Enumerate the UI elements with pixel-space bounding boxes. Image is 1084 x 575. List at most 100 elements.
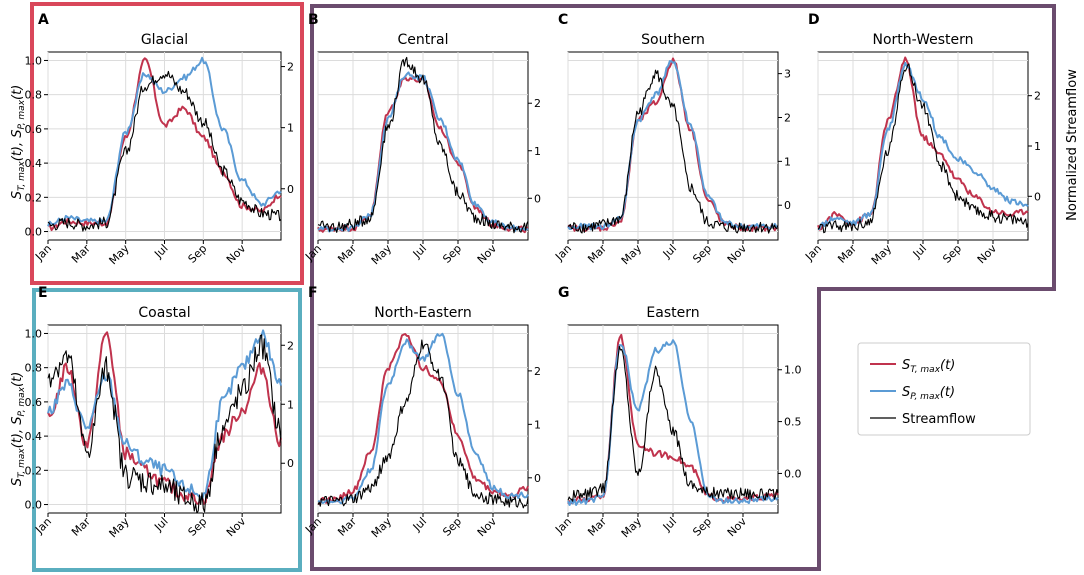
x-tick-label: Nov [224,242,249,267]
panel-e: Jan Mar May Jul Sep Nov0.00.20.40.60.81.0012C… [25,285,295,540]
y-tick-label-right: 0 [534,192,541,205]
series-line-streamflow [567,69,779,234]
series-line-sp [817,62,1029,231]
panel-letter: B [308,12,319,28]
series-line-st [317,333,529,505]
legend-label-sp: SP, max(t) [902,385,955,402]
x-tick-label: Sep [690,242,714,266]
legend-label-st: ST, max(t) [902,358,955,375]
x-tick-label: Nov [725,515,750,540]
x-tick-label: Sep [690,515,714,539]
panel-letter: D [808,12,820,28]
y-tick-label-right: 2 [287,61,294,74]
y-tick-label-right: 1 [534,418,541,431]
x-tick-label: Nov [725,242,750,267]
series-line-streamflow [47,334,282,514]
panel-title: Eastern [646,305,699,321]
y-tick-label-left: 0.2 [25,191,43,204]
x-tick-label: Jan [302,515,324,537]
x-tick-label: Mar [585,515,609,539]
panel-title: Central [398,32,449,48]
x-tick-label: Jul [410,515,429,534]
legend-label-streamflow: Streamflow [902,412,976,427]
x-tick-label: May [369,242,395,268]
panel-title: Southern [641,32,705,48]
y-tick-label-right: 0 [534,472,541,485]
left-axis-label-bottom: ST, max(t), SP, max(t) [10,372,27,487]
panel-letter: G [558,285,570,301]
y-tick-label-left: 0.4 [25,430,43,443]
series-line-streamflow [567,345,779,502]
y-tick-label-right: 2 [534,365,541,378]
coastal-frame [32,288,302,572]
y-tick-label-right: 0 [784,199,791,212]
y-tick-label-left: 1.0 [25,54,43,67]
y-tick-label-left: 0.2 [25,464,43,477]
x-tick-label: May [619,515,645,541]
panel-g: Jan Mar May Jul Sep Nov 0.0 0.5 1.0 Eastern G [552,285,801,540]
right-axis-label: Normalized Streamflow [1065,69,1080,221]
legend: ST, max(t) SP, max(t) Streamflow [857,342,1031,436]
series-line-st [47,331,282,505]
x-tick-label: Nov [975,242,1000,267]
series-line-sp [317,332,529,505]
series-line-sp [567,339,779,506]
y-tick-label-left: 0.0 [25,226,43,239]
x-tick-label: Jul [660,242,679,261]
y-tick-label-right: 0 [287,457,294,470]
x-tick-label: May [869,242,895,268]
x-tick-label: Nov [224,515,249,540]
x-tick-label: Jul [910,242,929,261]
panel-title: Glacial [141,32,188,48]
y-tick-label-left: 0.6 [25,123,43,136]
x-tick-label: Sep [940,242,964,266]
y-tick-label-left: 0.8 [25,362,43,375]
y-tick-label-right: 0 [1034,190,1041,203]
panel-letter: A [38,12,49,28]
y-tick-label-left: 0.4 [25,157,43,170]
y-tick-label-right: 1 [784,155,791,168]
panel-title: Coastal [138,305,190,321]
y-tick-label-right: 2 [534,97,541,110]
series-line-streamflow [817,63,1029,234]
panel-letter: E [38,285,48,301]
x-tick-label: Mar [835,242,859,266]
x-tick-label: May [619,242,645,268]
panel-b: Jan Mar May Jul Sep Nov 0 1 2 Central B [302,12,541,267]
y-tick-label-right: 1 [534,145,541,158]
panel-title: North-Eastern [374,305,471,321]
panel-letter: F [308,285,318,301]
x-tick-label: Sep [186,515,210,539]
x-tick-label: Sep [186,242,210,266]
series-line-st [47,57,282,232]
panel-title: North-Western [872,32,973,48]
panel-letter: C [558,12,568,28]
x-tick-label: Sep [440,242,464,266]
y-tick-label-left: 0.8 [25,89,43,102]
x-tick-label: Jul [151,515,170,534]
x-tick-label: Jan [302,242,324,264]
series-line-sp [47,329,282,501]
series-line-streamflow [317,339,529,509]
x-tick-label: Nov [475,515,500,540]
panel-c: Jan Mar May Jul Sep Nov 0 1 2 3 Southern C [552,12,791,267]
y-tick-label-right: 1 [287,122,294,135]
x-tick-label: Jul [151,242,170,261]
x-tick-label: Jul [410,242,429,261]
x-tick-label: Mar [585,242,609,266]
x-tick-label: May [369,515,395,541]
y-tick-label-right: 2 [1034,90,1041,103]
series-line-sp [567,60,779,231]
y-tick-label-right: 1 [287,398,294,411]
x-tick-label: Mar [69,242,93,266]
y-tick-label-left: 1.0 [25,327,43,340]
x-tick-label: Jul [660,515,679,534]
x-tick-label: Jan [552,515,574,537]
y-tick-label-right: 2 [784,111,791,124]
y-tick-label-right: 0.0 [784,467,802,480]
x-tick-label: May [107,242,133,268]
x-tick-label: Jan [32,242,54,264]
y-tick-label-right: 1 [1034,140,1041,153]
x-tick-label: Mar [69,515,93,539]
